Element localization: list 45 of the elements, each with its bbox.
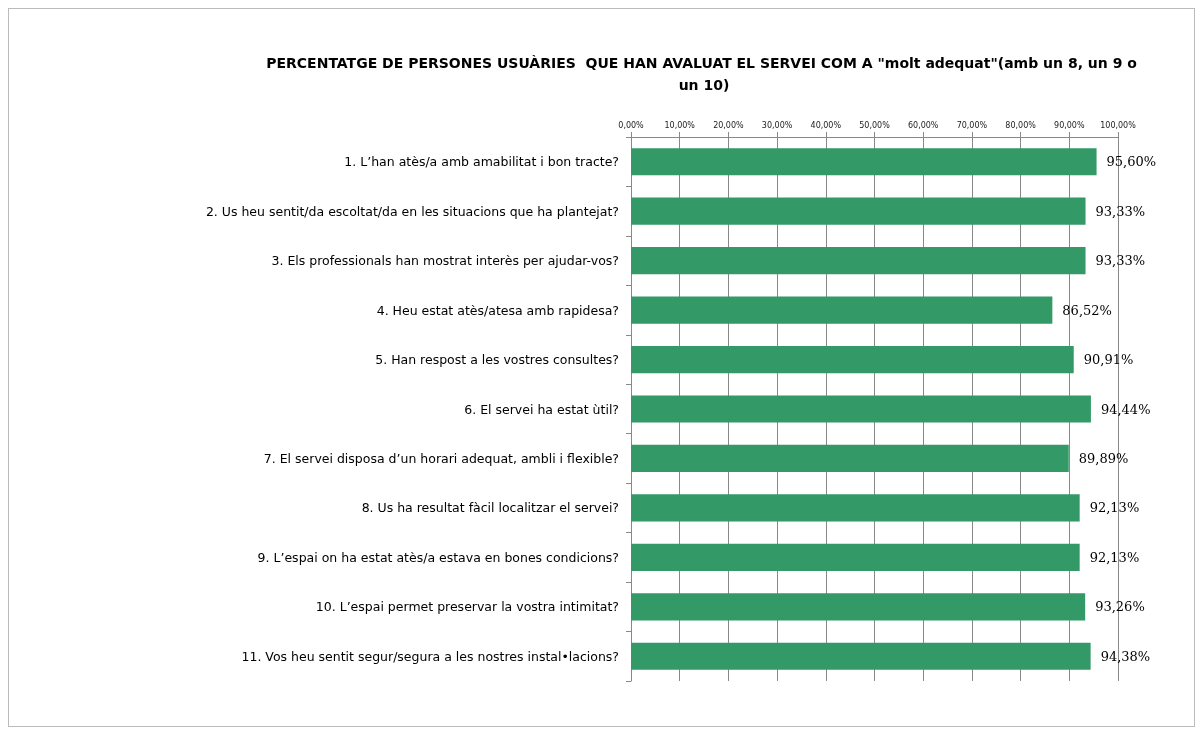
- y-tick-label: 3. Els professionals han mostrat interès per ajudar-vos?: [271, 253, 619, 269]
- y-tick-label: 11. Vos heu sentit segur/segura a les nostres instal•lacions?: [241, 648, 619, 664]
- y-tick-label: 10. L’espai permet preservar la vostra intimitat?: [315, 599, 619, 615]
- data-label: 95,60%: [1106, 154, 1157, 170]
- y-tick-label: 2. Us heu sentit/da escoltat/da en les situacions que ha plantejat?: [205, 203, 619, 219]
- bar: [631, 543, 1080, 571]
- data-label: 93,33%: [1095, 253, 1146, 269]
- x-tick-label: 70,00%: [956, 120, 988, 130]
- y-tick-label: 7. El servei disposa d’un horari adequat, ambli i flexible?: [263, 450, 619, 466]
- data-label: 94,38%: [1100, 648, 1151, 664]
- x-tick-label: 50,00%: [859, 120, 891, 130]
- data-label: 93,26%: [1095, 599, 1145, 615]
- data-label: 94,44%: [1100, 401, 1151, 417]
- x-tick-label: 100,00%: [1100, 120, 1137, 130]
- x-tick-label: 40,00%: [810, 120, 842, 130]
- y-tick-label: 9. L’espai on ha estat atès/a estava en bones condicions?: [257, 549, 619, 565]
- data-label: 92,13%: [1089, 500, 1140, 516]
- data-label: 92,13%: [1089, 549, 1140, 565]
- bar: [631, 247, 1086, 275]
- x-tick-label: 80,00%: [1005, 120, 1037, 130]
- bar: [631, 296, 1053, 324]
- x-tick-label: 90,00%: [1054, 120, 1085, 130]
- data-label: 86,52%: [1062, 302, 1112, 318]
- y-tick-label: 1. L’han atès/a amb amabilitat i bon tracte?: [344, 154, 619, 170]
- bar: [631, 494, 1080, 522]
- bar: [631, 593, 1086, 621]
- x-tick-label: 0,00%: [618, 120, 645, 130]
- data-label: 89,89%: [1078, 450, 1129, 466]
- bar: [631, 444, 1069, 473]
- x-tick-label: 10,00%: [664, 120, 696, 130]
- y-tick-label: 6. El servei ha estat ùtil?: [464, 401, 619, 417]
- bar: [631, 642, 1091, 670]
- bar: [631, 345, 1074, 374]
- y-tick-label: 5. Han respost a les vostres consultes?: [375, 352, 619, 368]
- bar: [631, 148, 1097, 176]
- x-tick-label: 60,00%: [907, 120, 939, 130]
- chart-title: PERCENTATGE DE PERSONES USUÀRIES QUE HAN AVALUAT EL SERVEI COM A "molt adequat"(amb un 8, un 9 o un 10): [266, 55, 1142, 93]
- data-label: 90,91%: [1083, 352, 1134, 368]
- data-label: 93,33%: [1095, 203, 1146, 219]
- bar: [631, 395, 1091, 423]
- bar: [631, 197, 1086, 225]
- x-tick-label: 30,00%: [761, 120, 793, 130]
- x-tick-label: 20,00%: [713, 120, 745, 130]
- y-tick-label: 8. Us ha resultat fàcil localitzar el servei?: [361, 500, 619, 516]
- y-tick-label: 4. Heu estat atès/atesa amb rapidesa?: [376, 302, 619, 318]
